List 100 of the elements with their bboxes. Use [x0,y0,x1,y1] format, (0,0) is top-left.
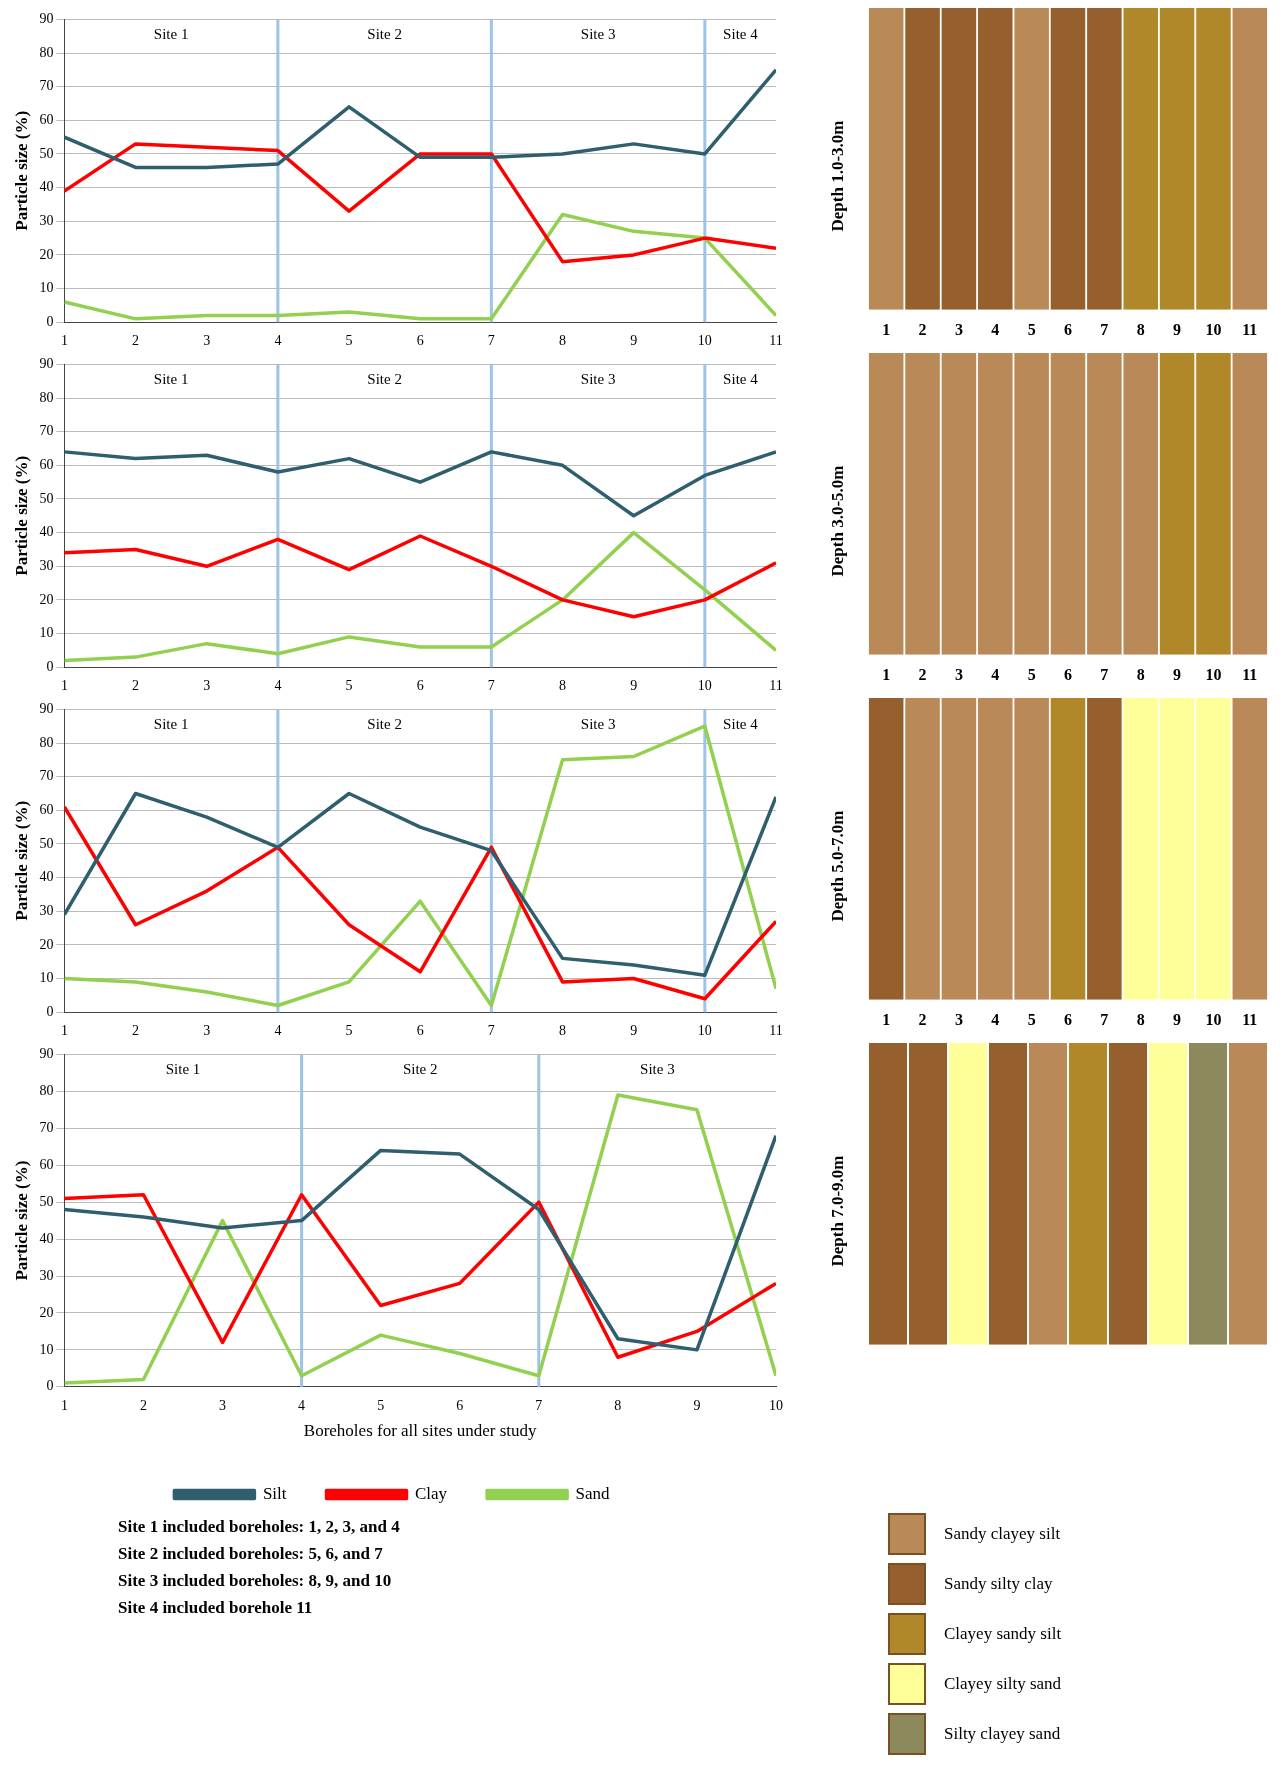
x-tick-label: 10 [697,1023,712,1039]
x-tick-label: 6 [1064,320,1072,338]
y-axis-title: Particle size (%) [11,800,31,921]
x-tick-label: 1 [882,1010,891,1028]
y-axis-title: Particle size (%) [11,110,31,231]
x-tick-label: 5 [345,1023,353,1039]
y-tick-label: 10 [39,625,54,641]
x-tick-label: 9 [1173,320,1182,338]
y-tick-label: 40 [39,524,54,540]
category-label: Clayey sandy silt [944,1624,1062,1644]
x-tick-label: 5 [377,1397,385,1413]
annotation: Site 4 [723,370,759,387]
x-tick-label: 2 [132,678,140,694]
x-tick-label: 6 [416,1023,424,1039]
x-axis-title: Boreholes for all sites under study [303,1421,538,1441]
x-tick-label: 10 [769,1397,783,1413]
y-tick-label: 20 [39,591,54,607]
text: Site 3 included boreholes: 8, 9, and 10 [118,1570,393,1592]
x-tick-label: 2 [139,1397,147,1413]
x-tick-label: 6 [1064,665,1072,683]
x-tick-label: 2 [132,1023,140,1039]
y-axis-title: Depth 7.0-9.0m [828,1155,848,1266]
y-tick-label: 50 [39,1193,54,1209]
x-tick-label: 3 [954,1010,963,1028]
y-tick-label: 60 [39,802,54,818]
y-tick-label: 0 [46,658,54,674]
y-tick-label: 50 [39,835,54,851]
y-tick-label: 30 [39,212,54,228]
x-tick-label: 8 [1136,1010,1145,1028]
y-tick-label: 20 [39,246,54,262]
y-tick-label: 90 [39,1046,54,1062]
x-tick-label: 1 [60,678,68,694]
x-tick-label: 7 [535,1397,543,1413]
y-tick-label: 90 [39,356,54,372]
y-tick-label: 70 [39,423,54,439]
text: Site 1 included boreholes: 1, 2, 3, and 4 [118,1516,401,1538]
y-axis-title: Particle size (%) [11,1160,31,1281]
x-tick-label: 5 [345,333,353,349]
annotation: Site 2 [367,25,402,42]
x-tick-label: 3 [219,1397,227,1413]
category-label: Sandy clayey silt [944,1524,1061,1544]
annotation: Site 1 [165,1060,201,1077]
x-tick-label: 3 [954,320,963,338]
category-label: Sandy silty clay [944,1574,1053,1594]
x-tick-label: 9 [630,1023,638,1039]
legend-label: Clay [415,1483,448,1503]
x-tick-label: 9 [1173,665,1182,683]
y-tick-label: 10 [39,1341,54,1357]
y-tick-label: 10 [39,970,54,986]
y-axis-title: Particle size (%) [11,455,31,576]
y-tick-label: 80 [39,389,54,405]
y-tick-label: 20 [39,1304,54,1320]
x-tick-label: 4 [991,320,1000,338]
x-tick-label: 3 [954,665,963,683]
x-tick-label: 6 [1064,1010,1072,1028]
x-tick-label: 8 [559,678,567,694]
y-tick-label: 80 [39,44,54,60]
annotation: Site 3 [580,370,616,387]
x-tick-label: 7 [1100,320,1109,338]
annotation: Site 4 [723,715,759,732]
y-tick-label: 10 [39,280,54,296]
x-tick-label: 5 [1027,320,1036,338]
x-tick-label: 5 [1027,665,1036,683]
y-tick-label: 80 [39,1083,54,1099]
x-tick-label: 1 [60,1023,68,1039]
x-tick-label: 9 [693,1397,701,1413]
x-tick-label: 11 [769,678,783,694]
x-tick-label: 1 [882,320,891,338]
annotation: Site 3 [640,1060,675,1077]
x-tick-label: 8 [614,1397,622,1413]
y-tick-label: 90 [39,701,54,717]
x-tick-label: 4 [274,678,282,694]
text: Site 2 included boreholes: 5, 6, and 7 [118,1543,384,1565]
x-tick-label: 2 [918,320,927,338]
annotation: Site 1 [153,25,189,42]
x-tick-label: 10 [697,678,712,694]
x-tick-label: 3 [203,1023,211,1039]
y-tick-label: 50 [39,145,54,161]
x-tick-label: 4 [274,1023,282,1039]
x-tick-label: 8 [1136,665,1145,683]
category-label: Clayey silty sand [944,1674,1062,1694]
y-tick-label: 0 [46,313,54,329]
legend-label: Silt [262,1483,287,1503]
y-tick-label: 30 [39,902,54,918]
x-tick-label: 1 [60,1397,68,1413]
y-axis-title: Depth 5.0-7.0m [828,810,848,921]
x-tick-label: 7 [1100,1010,1109,1028]
x-tick-label: 6 [416,678,424,694]
x-tick-label: 2 [918,665,927,683]
y-tick-label: 0 [46,1003,54,1019]
x-tick-label: 6 [456,1397,464,1413]
annotation: Site 1 [153,370,189,387]
y-tick-label: 40 [39,1230,54,1246]
y-tick-label: 70 [39,78,54,94]
x-tick-label: 6 [416,333,424,349]
x-tick-label: 4 [991,1010,1000,1028]
x-tick-label: 5 [1027,1010,1036,1028]
x-tick-label: 10 [697,333,712,349]
y-tick-label: 60 [39,457,54,473]
annotation: Site 3 [580,25,616,42]
